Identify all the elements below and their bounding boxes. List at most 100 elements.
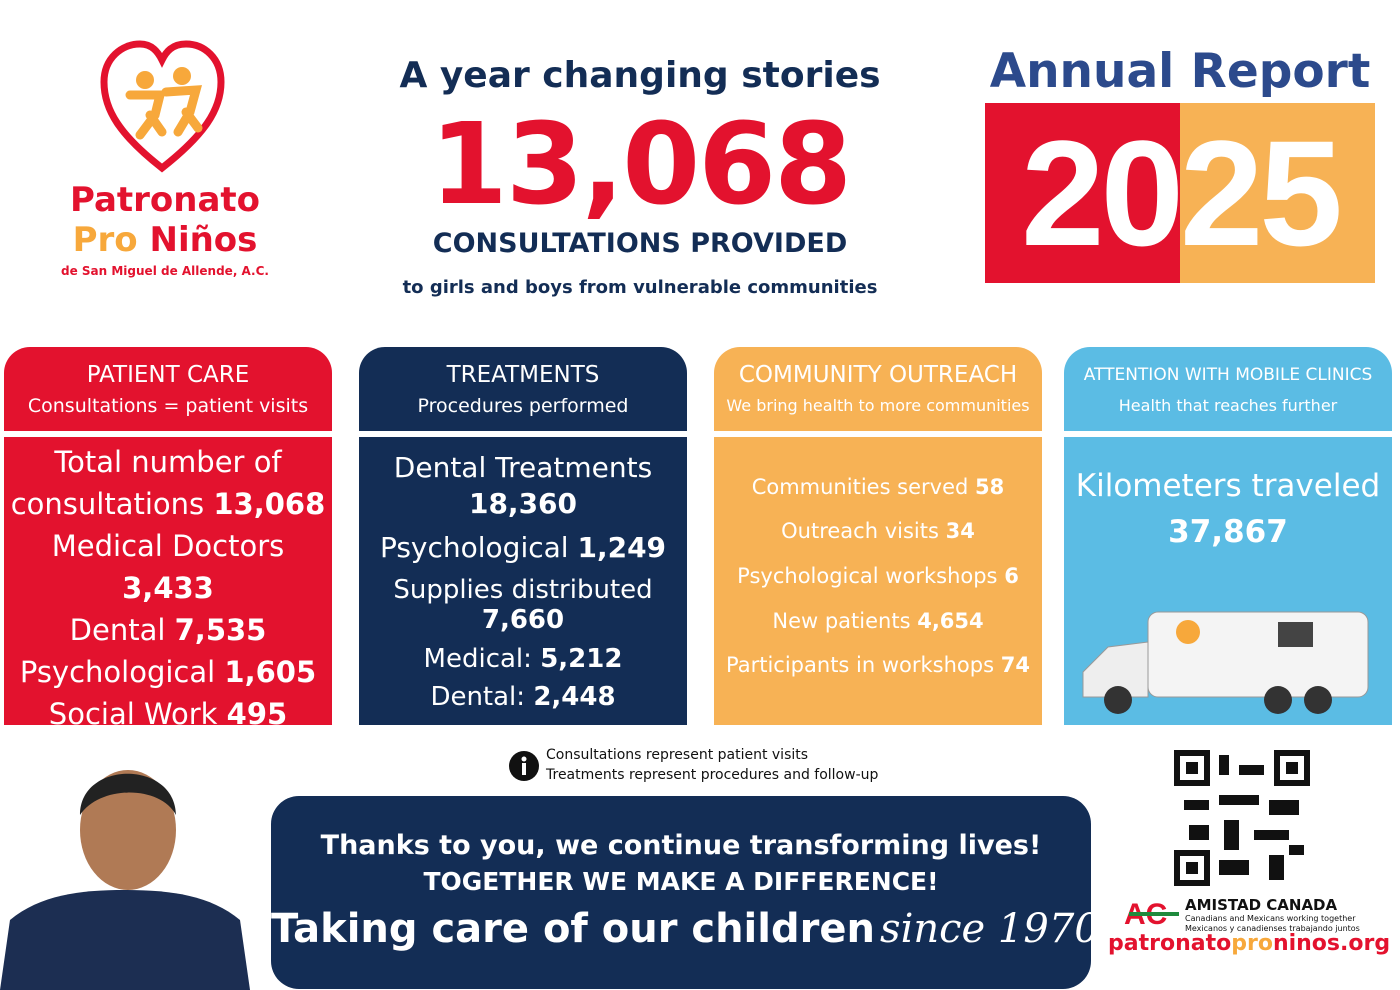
website-part: .org [1340, 931, 1391, 956]
card-item: Medical Doctors 3,433 [10, 525, 326, 609]
item-value: 4,654 [917, 608, 984, 633]
card-item: Psychological 1,605 [10, 651, 326, 693]
logo-pro: Pro [72, 220, 138, 260]
website-part: patronato [1108, 931, 1232, 956]
item-label: Total number of consultations [10, 445, 282, 521]
banner-line3-wrap: Taking care of our children since 1970 [271, 906, 1100, 952]
card-item: Social Work 495 [10, 693, 326, 735]
partner-logo: AC [1124, 898, 1179, 928]
card-item: Medical: 5,212 [365, 644, 681, 674]
item-value: 5,212 [540, 643, 623, 674]
card-body: Dental Treatments 18,360 Psychological 1,2… [359, 437, 687, 725]
item-value: 18,360 [468, 486, 578, 520]
qr-code [1174, 750, 1310, 886]
card-head: COMMUNITY OUTREACH We bring health to mor… [714, 347, 1042, 431]
card-item: Psychological 1,249 [365, 530, 681, 566]
logo-ninos: Niños [149, 220, 258, 260]
partner-tag: Canadians and Mexicans working together [1185, 914, 1356, 923]
card-item: Psychological workshops 6 [720, 561, 1036, 591]
logo-line1: Patronato [69, 180, 261, 220]
card-treatments: TREATMENTS Procedures performed Dental Tr… [359, 347, 687, 725]
headline-title: A year changing stories [399, 55, 881, 96]
item-value: 58 [975, 474, 1005, 499]
website: patronatoproninos.org [1108, 931, 1390, 956]
partner-tag: Mexicanos y canadienses trabajando junto… [1185, 924, 1360, 933]
card-item: Supplies distributed 7,660 [365, 575, 681, 635]
card-head: ATTENTION WITH MOBILE CLINICS Health that… [1064, 347, 1392, 431]
card-item: Communities served 58 [720, 472, 1036, 502]
card-patient-care: PATIENT CARE Consultations = patient visi… [4, 347, 332, 731]
card-item: Outreach visits 34 [720, 516, 1036, 546]
logo-heart [100, 40, 225, 173]
item-label: Psychological [19, 655, 216, 689]
item-label: Dental [69, 613, 166, 647]
card-subtitle: Procedures performed [417, 395, 629, 417]
mobile-clinic-van [1082, 611, 1369, 714]
card-item: Dental Treatments 18,360 [365, 450, 681, 522]
note: Consultations represent patient visits T… [546, 745, 878, 785]
note-line: Treatments represent procedures and foll… [546, 767, 879, 783]
card-outreach: COMMUNITY OUTREACH We bring health to mor… [714, 347, 1042, 725]
item-label: Dental Treatments [393, 450, 653, 484]
card-title: COMMUNITY OUTREACH [738, 362, 1018, 388]
item-label: Psychological [379, 531, 569, 565]
item-label: Psychological workshops [737, 563, 998, 588]
item-label: Social Work [48, 697, 218, 731]
logo-sub: de San Miguel de Allende, A.C. [61, 264, 269, 278]
child-photo [0, 770, 250, 990]
report-title: Annual Report [989, 44, 1371, 99]
item-value: 1,249 [577, 531, 667, 565]
item-value: 3,433 [122, 571, 214, 605]
item-label: Medical: [423, 643, 532, 674]
item-label: Dental: [430, 682, 526, 713]
logo-text: Patronato Pro Niños de San Miguel de All… [40, 180, 290, 278]
item-label: Outreach visits [781, 519, 939, 544]
banner: Thanks to you, we continue transforming … [271, 796, 1100, 989]
headline-caption: CONSULTATIONS PROVIDED [432, 228, 848, 259]
item-value: 6 [1004, 563, 1019, 588]
item-label: Participants in workshops [726, 653, 995, 678]
item-value: 7,660 [481, 604, 565, 635]
card-title: ATTENTION WITH MOBILE CLINICS [1083, 365, 1373, 385]
item-label: Supplies distributed [393, 574, 653, 605]
item-value: 7,535 [174, 613, 267, 647]
item-label: New patients [772, 608, 911, 633]
item-value: 495 [226, 697, 288, 731]
card-item: Dental 7,535 [10, 609, 326, 651]
card-item: New patients 4,654 [720, 606, 1036, 636]
website-part: pro [1231, 931, 1273, 956]
headline-number: 13,068 [429, 100, 852, 230]
item-label: Communities served [751, 474, 969, 499]
logo-line2: Pro Niños [40, 220, 290, 260]
report-year: 2025 [1021, 108, 1343, 277]
item-value: 74 [1000, 653, 1030, 678]
website-part: ninos [1272, 931, 1341, 956]
item-label: Medical Doctors [51, 529, 285, 563]
headline-subcaption: to girls and boys from vulnerable commun… [402, 277, 878, 298]
card-subtitle: Consultations = patient visits [27, 395, 309, 417]
partner-name: AMISTAD CANADA [1185, 896, 1338, 914]
report-year-box: 2025 [985, 103, 1375, 283]
item-value: 37,867 [1168, 514, 1288, 550]
card-mobile: ATTENTION WITH MOBILE CLINICS Health that… [1064, 347, 1392, 725]
item-value: 34 [945, 519, 975, 544]
card-body: Total number of consultations 13,068 Medi… [4, 437, 332, 731]
banner-line1: Thanks to you, we continue transforming … [320, 830, 1042, 861]
banner-line2: TOGETHER WE MAKE A DIFFERENCE! [423, 867, 939, 896]
item-value: 2,448 [533, 682, 616, 713]
card-body: Communities served 58 Outreach visits 34 P… [714, 437, 1042, 725]
card-item: Total number of consultations 13,068 [10, 441, 326, 525]
info-icon [509, 751, 539, 781]
card-item: Kilometers traveled 37,867 [1070, 463, 1386, 555]
card-subtitle: Health that reaches further [1118, 396, 1338, 415]
card-title: PATIENT CARE [86, 362, 250, 388]
card-subtitle: We bring health to more communities [726, 396, 1030, 415]
item-value: 13,068 [213, 487, 326, 521]
card-item: Participants in workshops 74 [720, 650, 1036, 680]
note-line: Consultations represent patient visits [546, 747, 809, 763]
card-title: TREATMENTS [446, 362, 600, 388]
card-head: TREATMENTS Procedures performed [359, 347, 687, 431]
card-item: Dental: 2,448 [365, 682, 681, 712]
partner: AMISTAD CANADA Canadians and Mexicans wo… [1185, 896, 1365, 934]
